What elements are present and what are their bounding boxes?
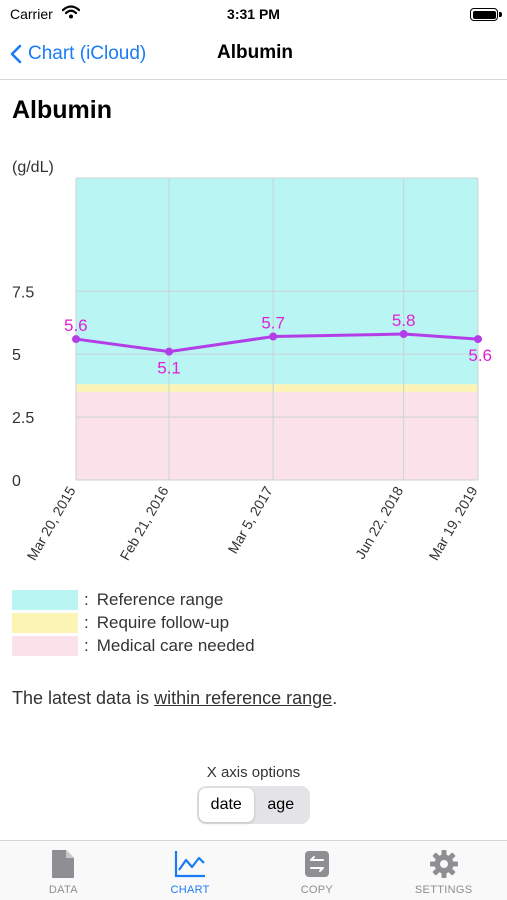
chart-band-1 (76, 384, 478, 392)
legend-colon: : (84, 589, 89, 609)
tab-copy[interactable]: COPY (254, 841, 381, 900)
x-axis-option-date[interactable]: date (199, 788, 254, 822)
battery-cap (499, 12, 502, 17)
chart-y-tick-label: 7.5 (12, 284, 34, 301)
chart-x-tick-label: Jun 22, 2018 (352, 483, 406, 561)
tab-chart[interactable]: CHART (127, 841, 254, 900)
chart-band-0 (76, 178, 478, 385)
legend-item-follow-up: : Require follow-up (12, 611, 255, 634)
chart-data-point (72, 335, 80, 344)
status-bar: Carrier 3:31 PM (0, 0, 507, 30)
chart-data-label: 5.7 (261, 314, 285, 333)
legend-label-reference: Reference range (96, 589, 224, 609)
chevron-left-icon (10, 44, 22, 64)
clock-time: 3:31 PM (227, 6, 280, 22)
tab-chart-label: CHART (170, 884, 210, 896)
chart-x-tick-label: Mar 19, 2019 (425, 483, 480, 563)
tab-data-label: DATA (48, 884, 78, 896)
back-button[interactable]: Chart (iCloud) (10, 38, 146, 70)
chart-icon (175, 851, 206, 878)
chart-y-tick-label: 5 (12, 347, 21, 364)
chart-data-label: 5.6 (468, 346, 492, 365)
page-title: Albumin (12, 96, 112, 124)
navigation-bar: Chart (iCloud) Albumin (0, 30, 507, 80)
legend-swatch-medical-care (12, 635, 78, 656)
chart-data-point (474, 335, 482, 344)
chart-y-axis-label: (g/dL) (12, 159, 54, 176)
chart-svg: (g/dL) 0 2.5 5 7.5 Mar 20, 2015 Feb 21, 2016 Ma… (12, 159, 492, 563)
legend-item-medical-care: : Medical care needed (12, 634, 255, 657)
legend-swatch-follow-up (12, 612, 78, 633)
legend-colon: : (84, 612, 89, 632)
chart-x-tick-label: Mar 5, 2017 (225, 483, 276, 556)
chart-band-2 (76, 391, 478, 480)
legend-label-medical-care: Medical care needed (96, 635, 255, 655)
chart-data-label: 5.8 (392, 311, 416, 330)
tab-settings[interactable]: SETTINGS (380, 841, 507, 900)
carrier-label: Carrier (10, 6, 53, 22)
latest-suffix: . (332, 688, 338, 708)
nav-title: Albumin (217, 42, 293, 63)
legend-swatch-reference (12, 589, 78, 610)
chart-y-tick-label: 0 (12, 473, 21, 490)
x-axis-option-age[interactable]: age (267, 796, 295, 813)
chart-data-point (269, 332, 278, 341)
gear-icon (429, 850, 458, 878)
legend-label-follow-up: Require follow-up (96, 612, 230, 632)
tab-copy-label: COPY (300, 884, 334, 896)
latest-prefix: The latest data is (12, 688, 155, 708)
legend-item-reference: : Reference range (12, 588, 255, 611)
x-axis-options-label: X axis options (206, 764, 301, 781)
wifi-icon (61, 5, 81, 24)
document-icon (52, 850, 75, 878)
back-button-label: Chart (iCloud) (28, 43, 147, 64)
chart-legend: : Reference range : Require follow-up : … (12, 588, 255, 657)
chart-data-label: 5.6 (64, 316, 88, 335)
latest-data-message: The latest data is within reference rang… (12, 688, 337, 709)
albumin-chart: (g/dL) 0 2.5 5 7.5 Mar 20, 2015 Feb 21, 2016 Ma… (0, 150, 507, 590)
x-axis-segmented-control: date age (197, 786, 310, 824)
chart-data-point (399, 330, 408, 339)
tab-data[interactable]: DATA (0, 841, 127, 900)
chart-y-tick-label: 2.5 (12, 410, 34, 427)
chart-data-label: 5.1 (157, 359, 181, 378)
tab-bar: DATA CHART COPY (0, 840, 507, 900)
chart-x-tick-label: Feb 21, 2016 (117, 483, 172, 563)
battery-icon (470, 8, 498, 21)
legend-colon: : (84, 635, 89, 655)
chart-x-tick-label: Mar 20, 2015 (23, 483, 78, 563)
tab-settings-label: SETTINGS (414, 884, 473, 896)
latest-status: within reference range (154, 688, 333, 708)
chart-data-point (165, 347, 174, 356)
copy-icon (304, 851, 329, 877)
